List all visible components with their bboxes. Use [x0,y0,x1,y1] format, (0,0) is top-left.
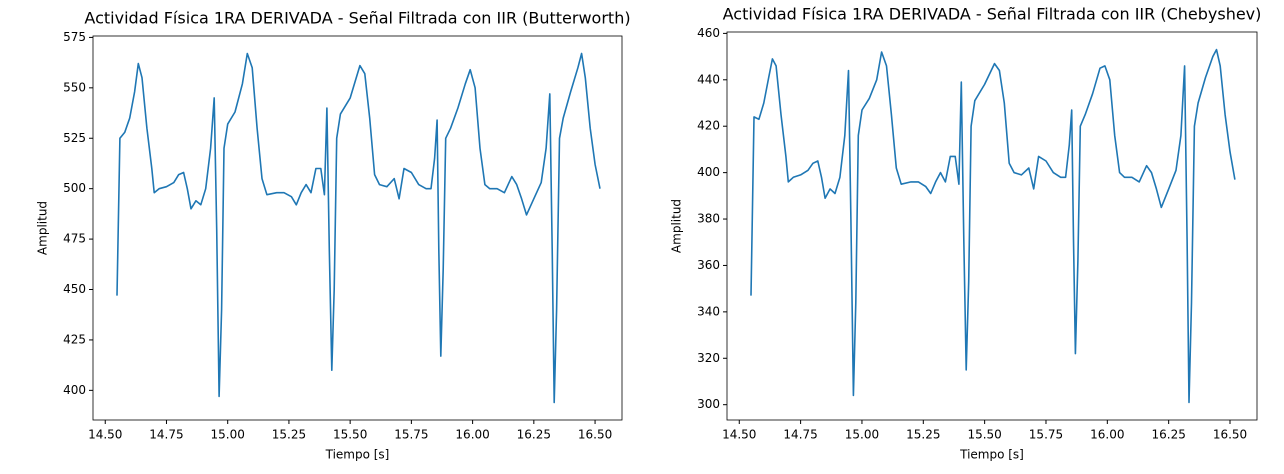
x-tick-label: 16.50 [578,428,612,442]
x-tick-label: 14.50 [722,428,756,442]
y-tick-label: 380 [697,212,720,226]
x-tick-label: 16.00 [1090,428,1124,442]
y-tick-label: 420 [697,119,720,133]
x-tick-label: 14.50 [88,428,122,442]
y-tick-label: 320 [697,351,720,365]
x-tick-label: 15.50 [967,428,1001,442]
y-tick-label: 425 [63,332,86,346]
x-tick-label: 15.00 [845,428,879,442]
x-tick-label: 16.25 [517,428,551,442]
x-tick-label: 15.50 [333,428,367,442]
y-axis-label: Amplitud [36,201,50,255]
y-axis-label: Amplitud [670,199,684,253]
y-tick-label: 400 [63,383,86,397]
x-tick-label: 16.00 [455,428,489,442]
line-series [116,52,601,404]
y-tick-label: 300 [697,397,720,411]
y-tick-label: 340 [697,304,720,318]
x-tick-label: 15.75 [1029,428,1063,442]
x-axis-label: Tiempo [s] [959,448,1024,462]
chart-title: Actividad Física 1RA DERIVADA - Señal Fi… [723,5,1262,24]
y-tick-label: 525 [63,131,86,145]
x-tick-label: 15.00 [211,428,245,442]
x-tick-label: 15.25 [272,428,306,442]
y-tick-label: 400 [697,165,720,179]
y-tick-label: 575 [63,30,86,44]
line-series [750,48,1236,404]
y-tick-label: 360 [697,258,720,272]
y-tick-label: 550 [63,80,86,94]
y-tick-label: 460 [697,26,720,40]
y-tick-label: 500 [63,181,86,195]
y-tick-label: 475 [63,232,86,246]
x-tick-label: 16.50 [1213,428,1247,442]
y-tick-label: 450 [63,282,86,296]
x-tick-label: 15.25 [906,428,940,442]
x-tick-label: 14.75 [783,428,817,442]
plot-frame [726,31,1258,421]
chart-title: Actividad Física 1RA DERIVADA - Señal Fi… [84,9,630,28]
x-axis-label: Tiempo [s] [325,448,390,462]
x-tick-label: 15.75 [394,428,428,442]
y-tick-label: 440 [697,72,720,86]
x-tick-label: 14.75 [149,428,183,442]
plot-frame [92,35,623,421]
x-tick-label: 16.25 [1151,428,1185,442]
